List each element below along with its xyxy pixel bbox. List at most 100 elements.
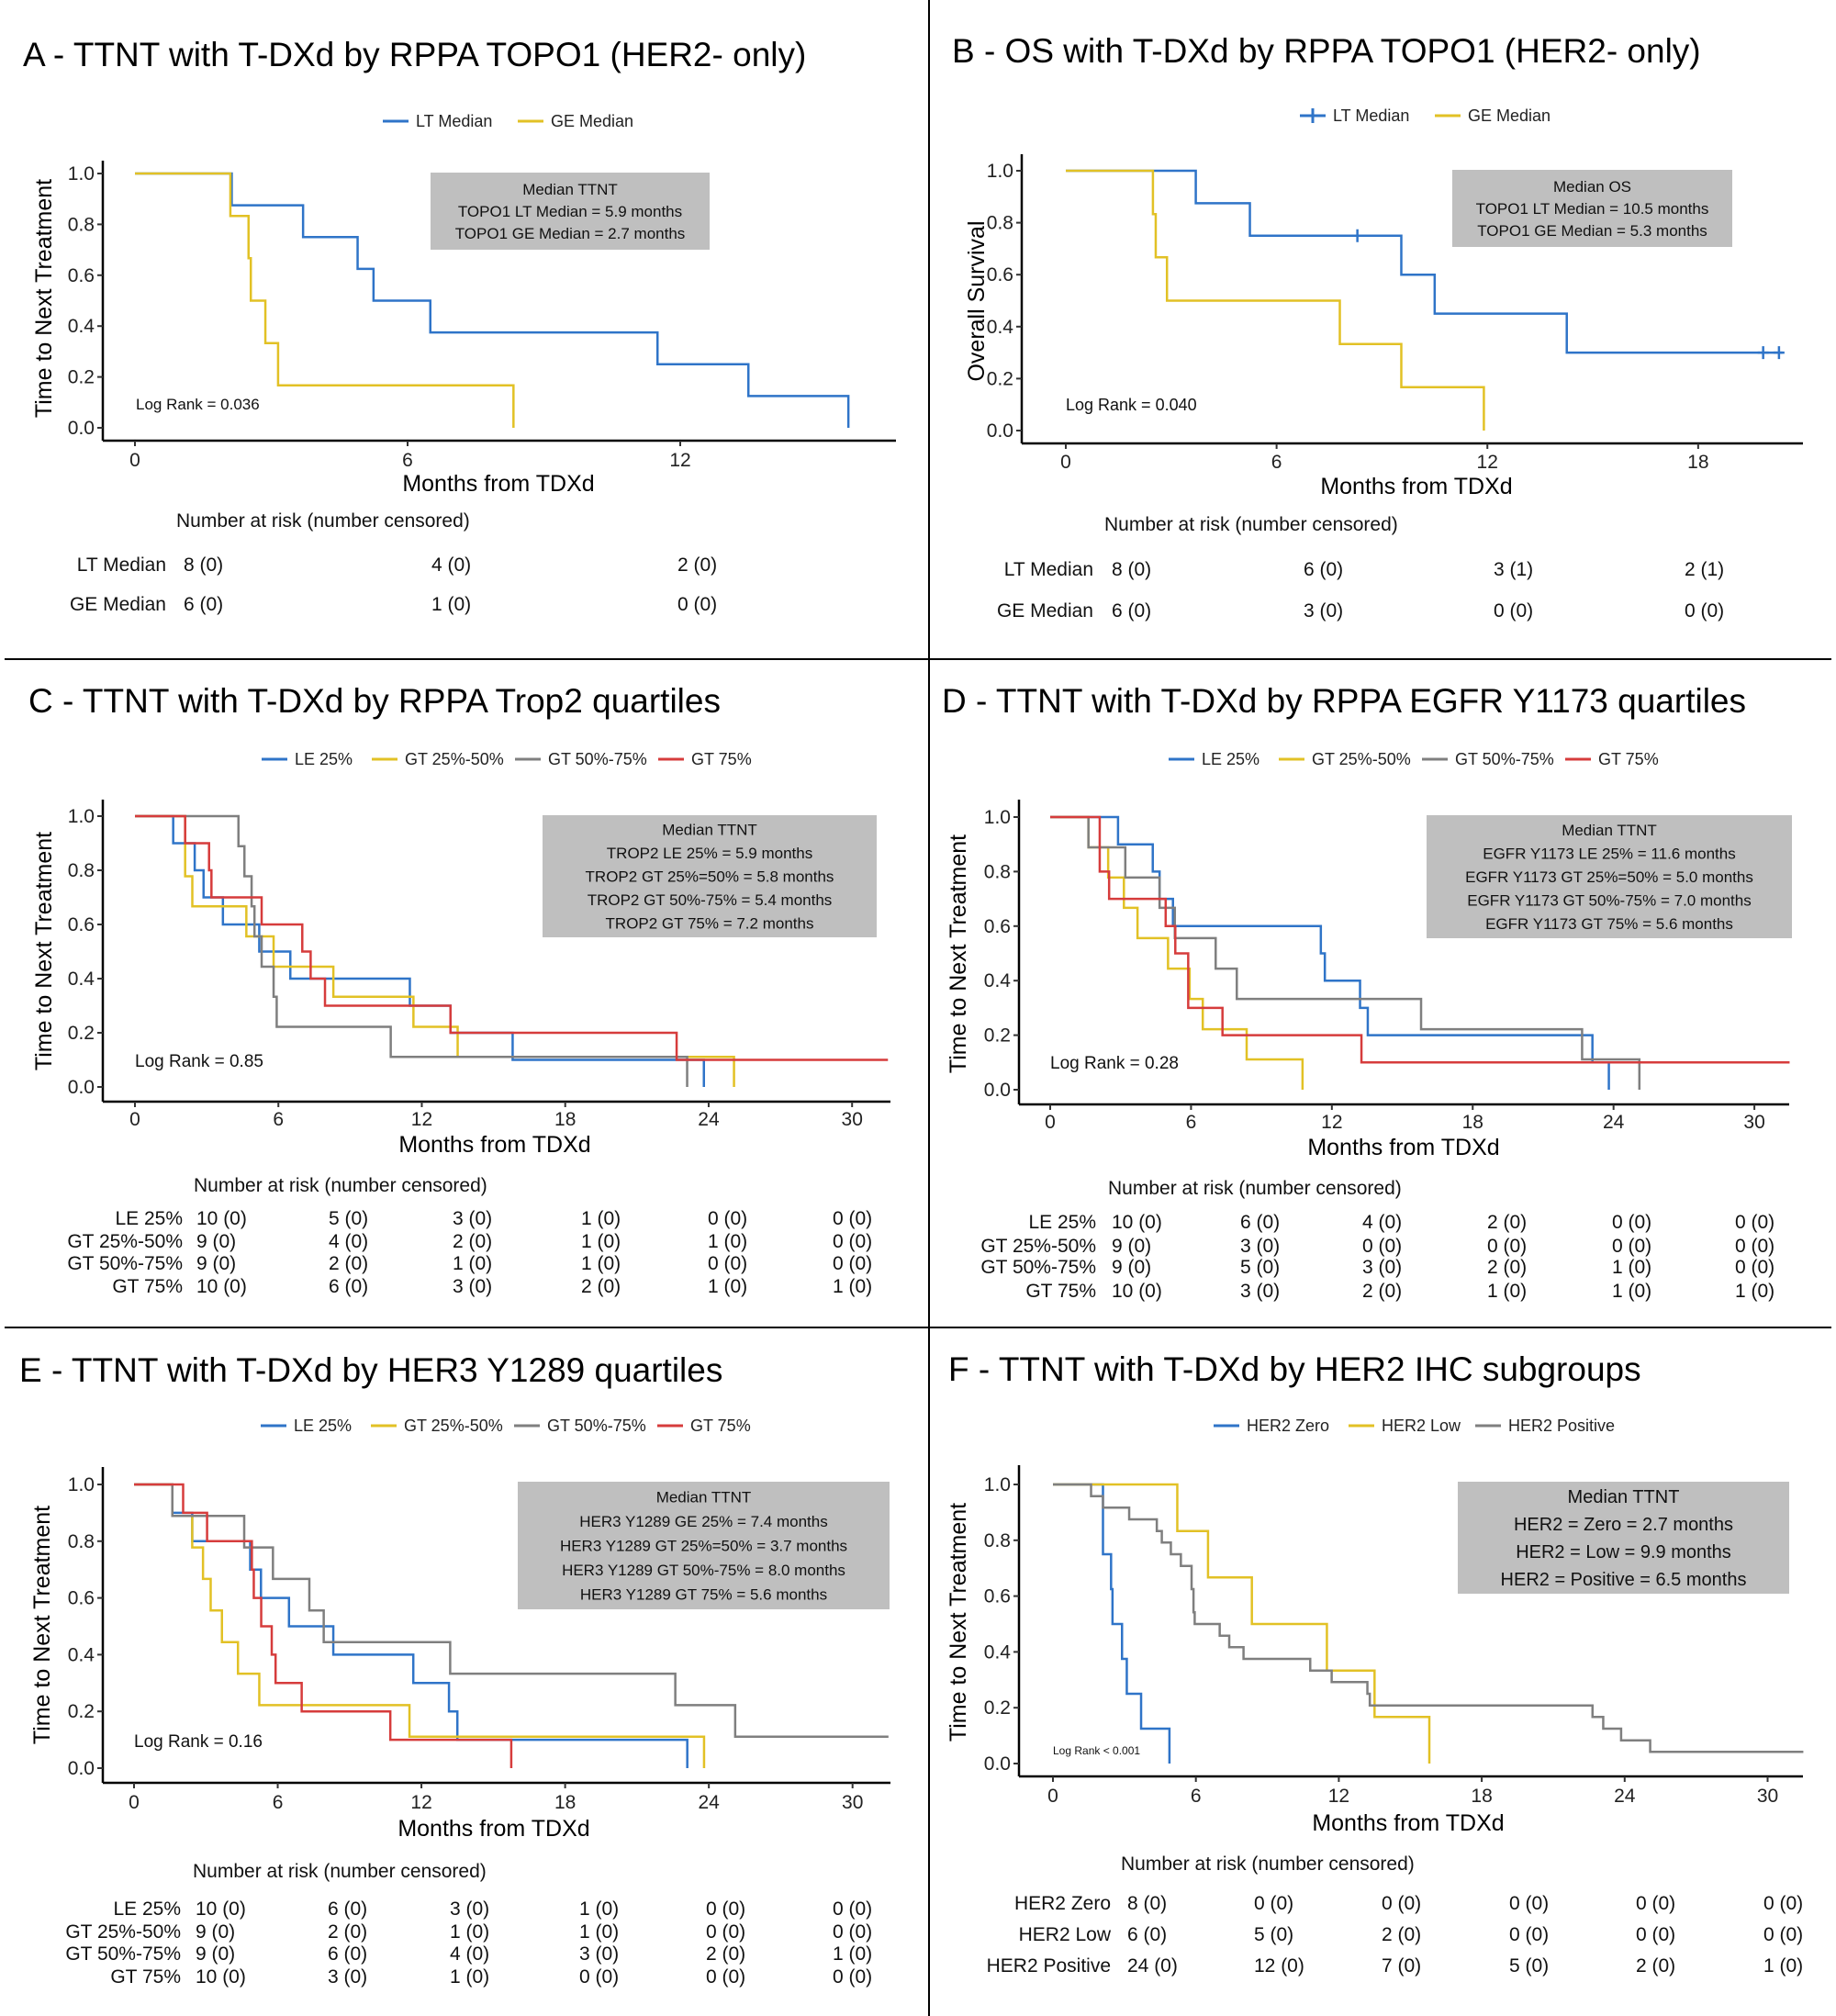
y-tick-label: 1.0 <box>68 163 95 185</box>
median-box-line: HER3 Y1289 GE 25% = 7.4 months <box>579 1513 827 1530</box>
x-tick-label: 18 <box>554 1109 576 1130</box>
x-tick-label: 12 <box>411 1109 432 1130</box>
risk-cell: 5 (0) <box>1509 1955 1549 1977</box>
risk-cell: 2 (1) <box>1685 559 1724 580</box>
risk-cell: 0 (0) <box>1735 1236 1774 1257</box>
y-tick-label: 0.2 <box>984 1025 1011 1047</box>
risk-cell: 3 (0) <box>1304 600 1343 622</box>
risk-cell: 0 (0) <box>1612 1236 1651 1257</box>
risk-cell: 0 (0) <box>1636 1893 1675 1914</box>
risk-cell: 3 (0) <box>453 1208 492 1229</box>
log-rank-label: Log Rank = 0.28 <box>1050 1054 1179 1073</box>
median-box <box>1458 1482 1789 1594</box>
risk-cell: 1 (0) <box>833 1276 872 1297</box>
legend-label: LE 25% <box>294 1417 352 1435</box>
legend-label: GT 75% <box>691 750 752 768</box>
censor-mark <box>1773 346 1785 360</box>
x-axis-label: Months from TDXd <box>402 471 594 497</box>
y-tick-label: 0.8 <box>984 861 1011 882</box>
y-tick-label: 0.0 <box>68 1758 95 1779</box>
median-box <box>1452 170 1732 247</box>
risk-row-label: GT 25%-50% <box>65 1921 181 1943</box>
risk-row-label: LT Median <box>77 554 166 576</box>
x-axis-label: Months from TDXd <box>1307 1135 1499 1160</box>
risk-cell: 0 (0) <box>833 1253 872 1274</box>
legend-item: HER2 Low <box>1349 1417 1461 1435</box>
risk-cell: 3 (0) <box>1240 1281 1280 1302</box>
x-tick-label: 12 <box>1477 452 1498 473</box>
risk-cell: 0 (0) <box>1636 1924 1675 1945</box>
y-tick-label: 0.6 <box>987 264 1013 286</box>
risk-cell: 1 (0) <box>1487 1281 1527 1302</box>
risk-cell: 1 (0) <box>1612 1257 1651 1278</box>
risk-row-label: GT 25%-50% <box>67 1231 183 1252</box>
legend-item: LE 25% <box>1169 750 1259 768</box>
risk-cell: 3 (0) <box>328 1966 367 1988</box>
risk-row-label: LT Median <box>1004 559 1093 580</box>
panel-a: A - TTNT with T-DXd by RPPA TOPO1 (HER2-… <box>23 36 896 615</box>
risk-cell: 5 (0) <box>1254 1924 1293 1945</box>
risk-row-label: HER2 Positive <box>987 1955 1111 1977</box>
risk-cell: 0 (0) <box>1494 600 1533 622</box>
risk-cell: 3 (0) <box>579 1943 619 1965</box>
y-tick-label: 0.8 <box>68 1531 95 1552</box>
risk-cell: 3 (0) <box>1240 1236 1280 1257</box>
risk-table-title: Number at risk (number censored) <box>1104 514 1398 535</box>
risk-cell: 10 (0) <box>196 1966 246 1988</box>
y-tick-label: 0.2 <box>68 1701 95 1722</box>
panel-title: C - TTNT with T-DXd by RPPA Trop2 quarti… <box>28 682 721 720</box>
risk-cell: 2 (0) <box>1487 1257 1527 1278</box>
risk-cell: 0 (0) <box>706 1921 745 1943</box>
risk-cell: 1 (0) <box>833 1943 872 1965</box>
risk-cell: 2 (0) <box>1362 1281 1402 1302</box>
risk-cell: 9 (0) <box>196 1253 236 1274</box>
x-tick-label: 24 <box>1614 1786 1636 1807</box>
risk-cell: 6 (0) <box>1240 1212 1280 1233</box>
y-tick-label: 0.8 <box>68 860 95 881</box>
x-tick-label: 6 <box>273 1792 284 1813</box>
risk-cell: 1 (0) <box>450 1921 489 1943</box>
risk-row-label: GE Median <box>70 594 166 615</box>
risk-cell: 5 (0) <box>329 1208 368 1229</box>
risk-row-label: HER2 Zero <box>1014 1893 1111 1914</box>
median-box <box>431 173 710 250</box>
risk-row-label: HER2 Low <box>1019 1924 1112 1945</box>
km-curve-ge-median <box>1066 169 1485 431</box>
risk-cell: 6 (0) <box>329 1276 368 1297</box>
risk-cell: 0 (0) <box>706 1966 745 1988</box>
risk-cell: 10 (0) <box>196 1898 246 1920</box>
risk-cell: 6 (0) <box>328 1898 367 1920</box>
km-curve-ge-median <box>135 172 515 428</box>
median-box-line: EGFR Y1173 GT 25%=50% = 5.0 months <box>1465 868 1753 886</box>
median-box-line: TOPO1 LT Median = 10.5 months <box>1476 200 1709 218</box>
risk-cell: 0 (0) <box>708 1253 747 1274</box>
x-tick-label: 30 <box>1757 1786 1778 1807</box>
risk-cell: 1 (0) <box>708 1231 747 1252</box>
median-box-line: TOPO1 GE Median = 5.3 months <box>1477 222 1707 240</box>
y-axis-label: Time to Next Treatment <box>946 1503 971 1742</box>
risk-cell: 2 (0) <box>453 1231 492 1252</box>
median-box-line: HER2 = Zero = 2.7 months <box>1514 1515 1733 1535</box>
y-tick-label: 1.0 <box>68 806 95 827</box>
median-box-line: TOPO1 GE Median = 2.7 months <box>455 225 686 242</box>
x-tick-label: 0 <box>129 1792 140 1813</box>
risk-cell: 8 (0) <box>184 554 223 576</box>
risk-cell: 24 (0) <box>1127 1955 1178 1977</box>
y-tick-label: 0.4 <box>984 970 1012 991</box>
median-box-line: EGFR Y1173 GT 75% = 5.6 months <box>1485 915 1733 933</box>
x-tick-label: 30 <box>842 1109 863 1130</box>
risk-cell: 1 (0) <box>1612 1281 1651 1302</box>
median-box-line: HER2 = Low = 9.9 months <box>1516 1542 1731 1562</box>
risk-row-label: LE 25% <box>113 1898 181 1920</box>
censor-mark <box>1351 229 1363 242</box>
median-box-line: Median OS <box>1553 178 1631 196</box>
risk-cell: 2 (0) <box>1636 1955 1675 1977</box>
x-tick-label: 12 <box>1321 1112 1342 1133</box>
risk-table-title: Number at risk (number censored) <box>194 1175 487 1196</box>
legend-label: LE 25% <box>295 750 353 768</box>
legend-label: LE 25% <box>1202 750 1259 768</box>
risk-cell: 8 (0) <box>1127 1893 1167 1914</box>
risk-table-title: Number at risk (number censored) <box>1108 1178 1402 1199</box>
median-box-line: TROP2 GT 25%=50% = 5.8 months <box>586 868 834 885</box>
km-curve-le-25- <box>1050 815 1610 1090</box>
